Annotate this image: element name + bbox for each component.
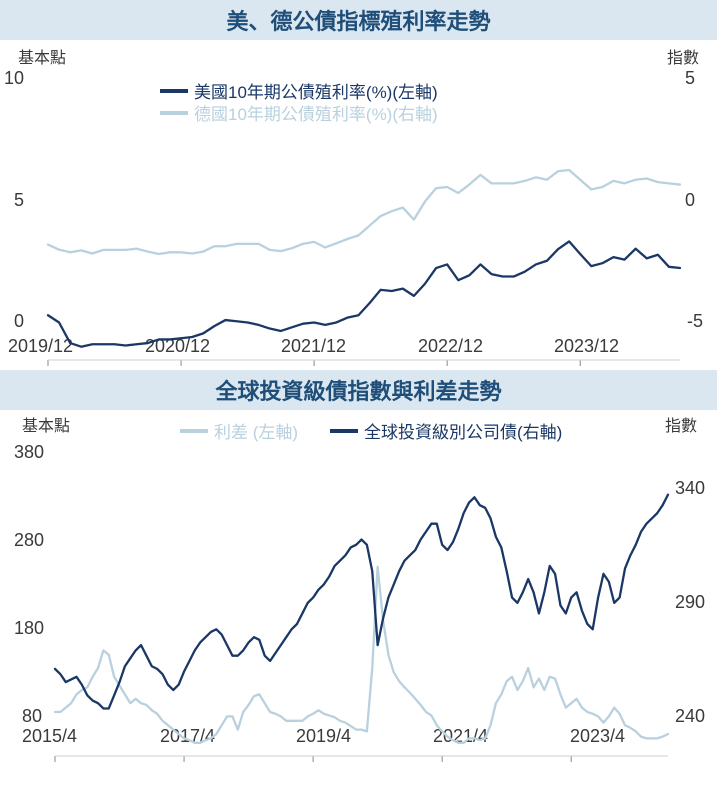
chart1-plot: [0, 40, 717, 410]
chart-panel-2: 全球投資級債指數與利差走勢 基本點 指數 380 280 180 80 340 …: [0, 370, 717, 758]
chart1-title: 美、德公債指標殖利率走勢: [0, 0, 717, 40]
chart-panel-1: 美、德公債指標殖利率走勢 基本點 指數 10 5 0 5 0 -5 2019/1…: [0, 0, 717, 370]
chart2-plot: [0, 410, 717, 798]
chart2-title: 全球投資級債指數與利差走勢: [0, 370, 717, 410]
